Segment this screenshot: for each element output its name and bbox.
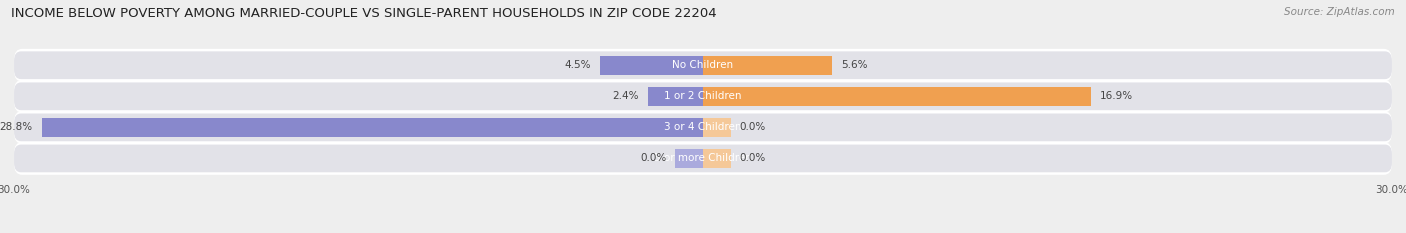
- Text: 4.5%: 4.5%: [564, 60, 591, 70]
- Text: 0.0%: 0.0%: [740, 122, 766, 132]
- Text: 0.0%: 0.0%: [740, 154, 766, 163]
- Text: 2.4%: 2.4%: [612, 91, 638, 101]
- Bar: [648, 87, 703, 106]
- Bar: [703, 118, 731, 137]
- Text: INCOME BELOW POVERTY AMONG MARRIED-COUPLE VS SINGLE-PARENT HOUSEHOLDS IN ZIP COD: INCOME BELOW POVERTY AMONG MARRIED-COUPL…: [11, 7, 717, 20]
- Text: 1 or 2 Children: 1 or 2 Children: [664, 91, 742, 101]
- Bar: [703, 87, 1091, 106]
- FancyBboxPatch shape: [14, 142, 1392, 175]
- Text: 3 or 4 Children: 3 or 4 Children: [664, 122, 742, 132]
- FancyBboxPatch shape: [14, 80, 1392, 113]
- Text: 16.9%: 16.9%: [1101, 91, 1133, 101]
- Bar: [703, 149, 731, 168]
- FancyBboxPatch shape: [14, 51, 1392, 79]
- Text: Source: ZipAtlas.com: Source: ZipAtlas.com: [1284, 7, 1395, 17]
- Bar: [675, 149, 703, 168]
- Text: 0.0%: 0.0%: [640, 154, 666, 163]
- Text: 5.6%: 5.6%: [841, 60, 868, 70]
- FancyBboxPatch shape: [14, 113, 1392, 141]
- Text: No Children: No Children: [672, 60, 734, 70]
- Text: 28.8%: 28.8%: [0, 122, 32, 132]
- FancyBboxPatch shape: [14, 82, 1392, 110]
- FancyBboxPatch shape: [14, 144, 1392, 172]
- Bar: [599, 56, 703, 75]
- Bar: [42, 118, 703, 137]
- Bar: [703, 56, 831, 75]
- FancyBboxPatch shape: [14, 49, 1392, 82]
- Text: 5 or more Children: 5 or more Children: [654, 154, 752, 163]
- FancyBboxPatch shape: [14, 111, 1392, 144]
